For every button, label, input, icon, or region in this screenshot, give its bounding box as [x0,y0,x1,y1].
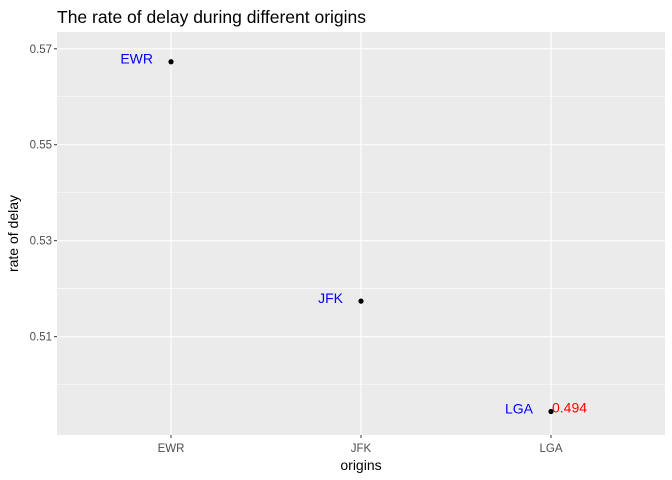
y-axis-title: rate of delay [5,195,21,272]
major-gridlines [57,32,665,435]
point-label: LGA [505,400,534,416]
point-label: EWR [120,51,153,67]
x-tick-label: EWR [158,443,185,455]
point-label: JFK [318,290,344,306]
y-tick-label: 0.51 [30,332,52,344]
x-tick-label: LGA [539,443,562,455]
x-axis-title: origins [340,457,381,473]
y-tick-label: 0.55 [30,140,52,152]
y-axis-ticks: 0.51 0.53 0.55 0.57 [30,44,57,344]
point-labels: EWR JFK LGA 0.494 [120,51,587,417]
data-point [548,408,554,415]
data-points [168,59,554,415]
data-point [358,298,364,304]
value-annotation: 0.494 [552,399,587,415]
data-point [168,59,174,65]
chart-title: The rate of delay during different origi… [57,7,366,27]
y-tick-label: 0.57 [30,44,52,56]
x-tick-label: JFK [351,443,372,455]
x-axis-ticks: EWR JFK LGA [158,435,563,455]
y-tick-label: 0.53 [30,236,52,248]
